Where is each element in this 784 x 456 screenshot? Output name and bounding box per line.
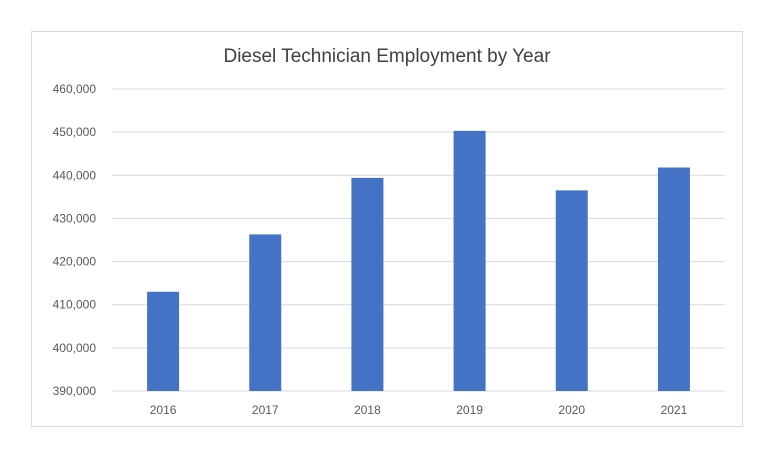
bar-2018 — [351, 177, 384, 391]
bar-2016 — [147, 291, 180, 391]
x-tick-label: 2020 — [558, 403, 585, 417]
y-tick-label: 440,000 — [53, 168, 97, 182]
x-tick-label: 2017 — [252, 403, 279, 417]
y-tick-label: 400,000 — [53, 341, 97, 355]
x-tick-label: 2021 — [661, 403, 688, 417]
y-tick-label: 390,000 — [53, 384, 97, 398]
chart-frame: Diesel Technician Employment by Year 390… — [31, 31, 743, 427]
chart-title: Diesel Technician Employment by Year — [223, 46, 551, 67]
bar-chart-plot: 390,000 400,000 410,000 420,000 430,000 440,0… — [53, 82, 725, 417]
bar-2021 — [657, 167, 690, 391]
y-tick-label: 430,000 — [53, 211, 97, 225]
bar-2017 — [249, 234, 282, 391]
y-tick-label: 460,000 — [53, 82, 97, 96]
y-tick-label: 410,000 — [53, 298, 97, 312]
x-tick-label: 2016 — [150, 403, 177, 417]
bar-2020 — [555, 190, 588, 391]
x-tick-label: 2018 — [354, 403, 381, 417]
y-tick-label: 450,000 — [53, 125, 97, 139]
y-tick-label: 420,000 — [53, 255, 97, 269]
x-tick-label: 2019 — [456, 403, 483, 417]
bar-2019 — [453, 130, 486, 391]
